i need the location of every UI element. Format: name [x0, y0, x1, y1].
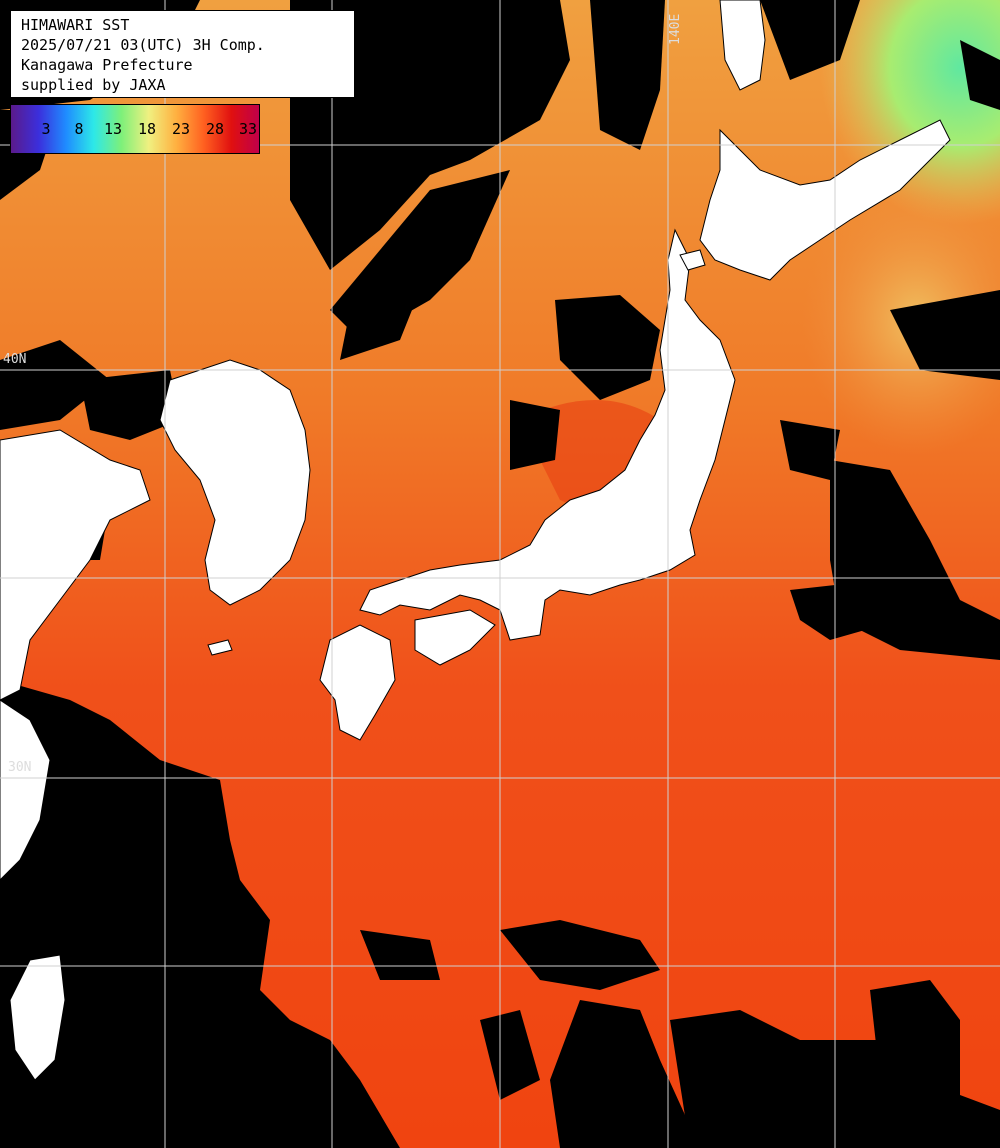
colorbar-tick-label: 13 — [103, 120, 123, 138]
land-small-island — [397, 127, 426, 166]
land-china — [0, 429, 151, 701]
colorbar-tick-label: 3 — [41, 120, 51, 138]
land-honshu — [359, 228, 736, 641]
land-korea — [159, 359, 311, 606]
latitude-label-40n: 40N — [3, 352, 27, 367]
colorbar-tick-label: 33 — [238, 120, 258, 138]
colorbar-tick-label: 18 — [137, 120, 157, 138]
colorbar-labels: 3 8 13 18 23 28 33 — [11, 105, 259, 153]
land-shikoku — [414, 609, 496, 666]
land-small-island — [679, 249, 706, 271]
land-layer — [0, 0, 951, 1081]
colorbar-tick-label: 28 — [205, 120, 225, 138]
temperature-colorbar: 3 8 13 18 23 28 33 — [10, 104, 260, 154]
land-china-south — [0, 699, 51, 881]
map-credit: supplied by JAXA — [21, 76, 166, 94]
map-title: HIMAWARI SST — [21, 16, 130, 34]
longitude-label-140e: 140E — [668, 13, 683, 45]
title-box: HIMAWARI SST 2025/07/21 03(UTC) 3H Comp.… — [10, 10, 355, 98]
land-kyushu — [319, 624, 396, 741]
land-jeju — [207, 639, 233, 656]
land-hokkaido — [699, 119, 951, 281]
colorbar-tick-label: 8 — [74, 120, 84, 138]
map-region: Kanagawa Prefecture — [21, 56, 193, 74]
colorbar-tick-label: 23 — [171, 120, 191, 138]
land-taiwan — [9, 954, 66, 1081]
map-datetime: 2025/07/21 03(UTC) 3H Comp. — [21, 36, 265, 54]
land-sakhalin — [719, 0, 766, 91]
latitude-label-30n: 30N — [8, 760, 32, 775]
